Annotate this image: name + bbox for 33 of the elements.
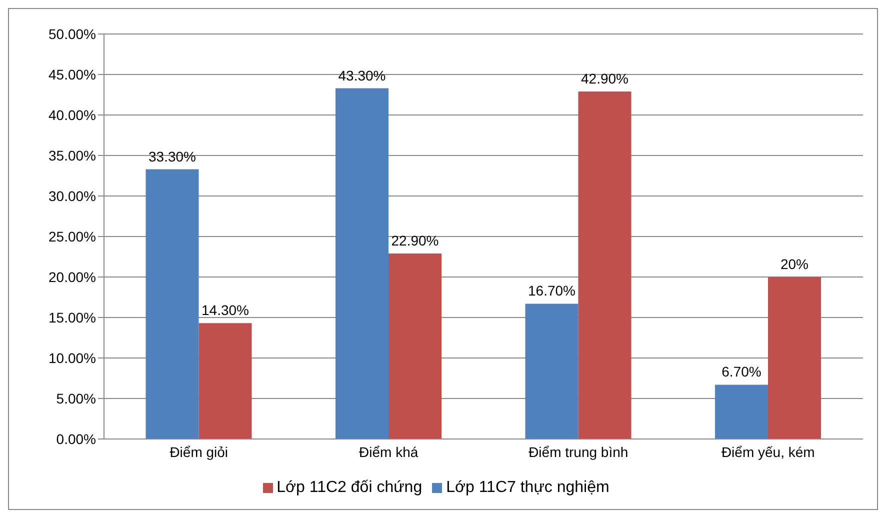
bar (335, 88, 388, 439)
bar (768, 277, 821, 439)
y-tick-label: 10.00% (48, 350, 96, 366)
y-tick-label: 45.00% (48, 66, 96, 82)
bar (714, 384, 768, 439)
legend-label: Lớp 11C2 đối chứng (276, 479, 422, 496)
bar (525, 304, 578, 439)
y-tick-label: 40.00% (48, 106, 96, 123)
bar (198, 323, 252, 439)
data-label: 16.70% (528, 282, 576, 299)
legend-label: Lớp 11C7 thực nghiệm (446, 479, 610, 496)
data-label: 6.70% (722, 364, 762, 380)
x-tick-label: Điểm giỏi (170, 444, 228, 460)
bar (388, 254, 442, 439)
data-label: 43.30% (338, 67, 386, 84)
data-label: 33.30% (148, 148, 196, 164)
data-label: 20% (780, 256, 809, 272)
y-tick-label: 15.00% (48, 309, 96, 326)
y-tick-label: 5.00% (56, 390, 96, 406)
y-tick-label: 0.00% (56, 430, 96, 447)
y-tick-label: 35.00% (48, 147, 96, 164)
x-tick-label: Điểm khá (359, 444, 418, 460)
bar (578, 92, 632, 439)
y-tick-label: 30.00% (48, 188, 96, 204)
data-label: 14.30% (202, 302, 249, 318)
data-label: 22.90% (391, 232, 439, 249)
x-tick-label: Điểm yếu, kém (721, 444, 815, 460)
x-tick-label: Điểm trung bình (528, 444, 628, 460)
data-label: 42.90% (581, 70, 628, 87)
bar (146, 169, 199, 439)
y-tick-label: 20.00% (48, 268, 96, 285)
y-tick-label: 25.00% (48, 228, 96, 244)
y-tick-label: 50.00% (48, 26, 96, 42)
